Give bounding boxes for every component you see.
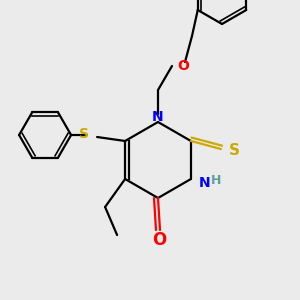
Text: H: H (211, 175, 221, 188)
Text: O: O (152, 231, 166, 249)
Text: O: O (177, 59, 189, 73)
Text: S: S (229, 143, 240, 158)
Text: N: N (199, 176, 211, 190)
Text: S: S (79, 127, 89, 141)
Text: N: N (152, 110, 164, 124)
